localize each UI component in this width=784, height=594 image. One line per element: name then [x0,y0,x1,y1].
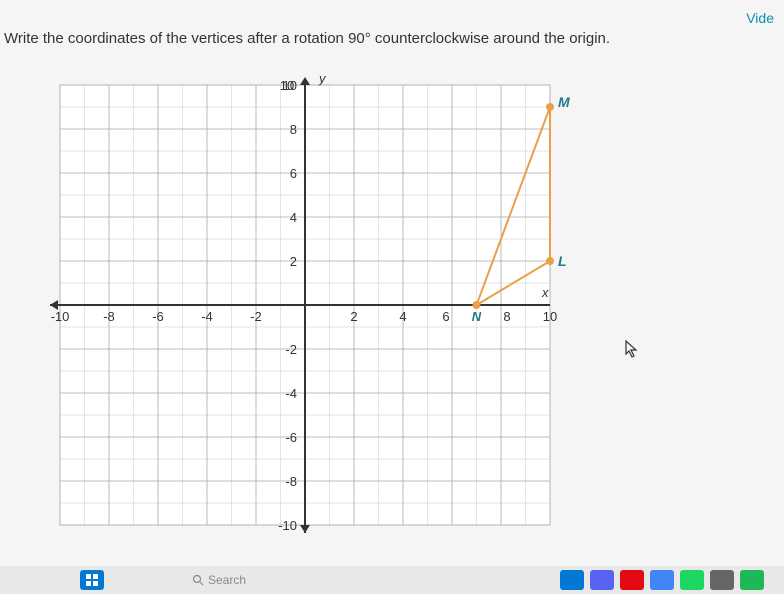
search-box[interactable]: Search [192,573,246,587]
svg-text:-6: -6 [152,309,164,324]
svg-text:6: 6 [290,166,297,181]
taskbar-app-0[interactable] [560,570,584,590]
svg-text:2: 2 [290,254,297,269]
chart-svg: yx-10-8-6-4-2246810N-10-8-6-4-2246810ML1… [20,65,580,555]
svg-text:-10: -10 [278,518,297,533]
svg-text:-4: -4 [201,309,213,324]
svg-text:-4: -4 [285,386,297,401]
svg-text:4: 4 [290,210,297,225]
search-text: Search [208,573,246,587]
svg-text:y: y [318,71,327,86]
svg-text:-8: -8 [285,474,297,489]
taskbar-app-1[interactable] [590,570,614,590]
svg-text:10: 10 [280,78,294,93]
svg-text:8: 8 [290,122,297,137]
search-icon [192,574,204,586]
svg-text:10: 10 [543,309,557,324]
svg-text:-2: -2 [250,309,262,324]
taskbar-app-5[interactable] [710,570,734,590]
svg-text:8: 8 [503,309,510,324]
taskbar-app-4[interactable] [680,570,704,590]
svg-text:4: 4 [399,309,406,324]
svg-text:6: 6 [442,309,449,324]
svg-text:-6: -6 [285,430,297,445]
video-link[interactable]: Vide [746,10,774,26]
svg-text:-2: -2 [285,342,297,357]
svg-text:-10: -10 [51,309,70,324]
taskbar: Search [0,566,784,594]
cursor-icon [625,340,639,363]
svg-text:x: x [541,285,549,300]
coordinate-chart: yx-10-8-6-4-2246810N-10-8-6-4-2246810ML1… [20,65,580,555]
svg-text:-8: -8 [103,309,115,324]
svg-text:2: 2 [350,309,357,324]
taskbar-app-6[interactable] [740,570,764,590]
svg-text:L: L [558,253,567,269]
svg-text:N: N [472,309,482,324]
svg-text:M: M [558,94,570,110]
taskbar-app-3[interactable] [650,570,674,590]
taskbar-app-2[interactable] [620,570,644,590]
instruction-text: Write the coordinates of the vertices af… [4,30,610,47]
windows-icon[interactable] [80,570,104,590]
